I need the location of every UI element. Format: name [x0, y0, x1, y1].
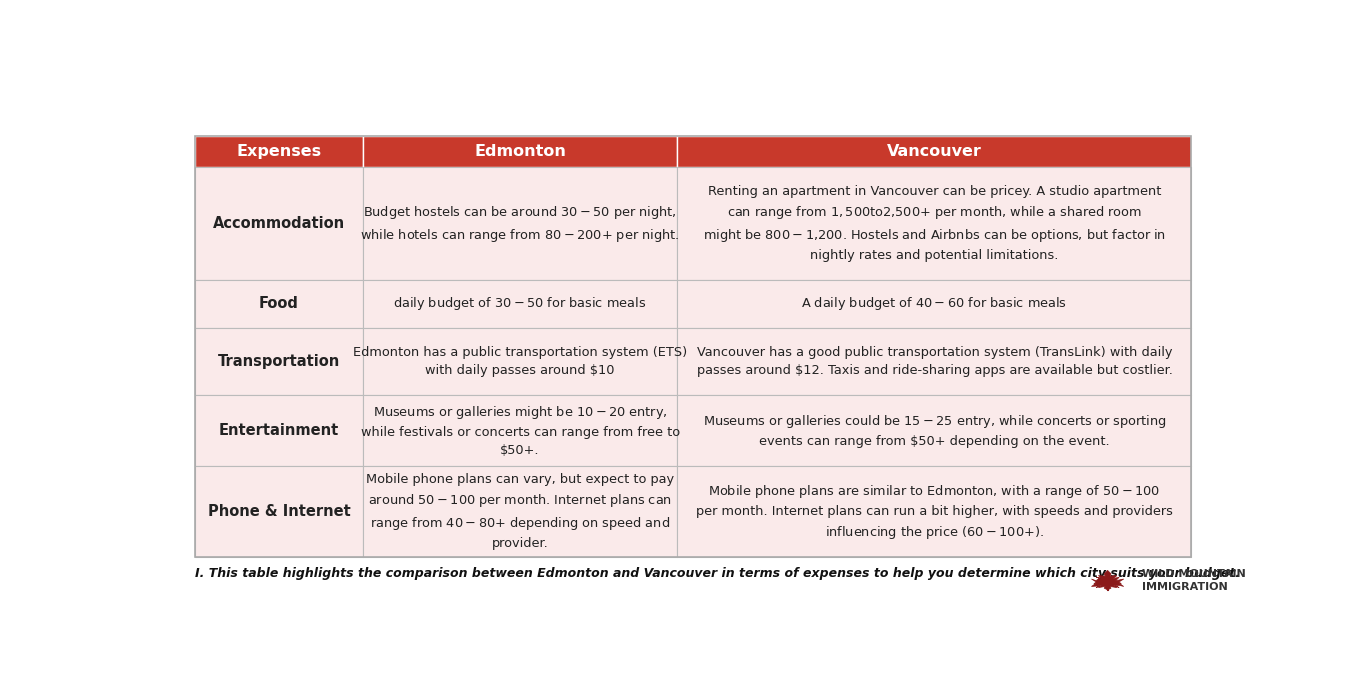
Bar [678, 328, 1192, 395]
Bar [678, 136, 1192, 168]
Bar [195, 466, 363, 558]
Text: Mobile phone plans are similar to Edmonton, with a range of $50-$100
per month. : Mobile phone plans are similar to Edmont… [695, 483, 1173, 541]
Text: A daily budget of $40-$60 for basic meals: A daily budget of $40-$60 for basic meal… [801, 295, 1068, 312]
Bar [678, 280, 1192, 328]
Bar [678, 395, 1192, 466]
Bar [195, 395, 363, 466]
Bar [363, 328, 678, 395]
Text: Museums or galleries could be $15-$25 entry, while concerts or sporting
events c: Museums or galleries could be $15-$25 en… [702, 413, 1166, 448]
Bar [363, 136, 678, 168]
Bar [195, 136, 363, 168]
Bar [195, 168, 363, 280]
Text: Mobile phone plans can vary, but expect to pay
around $50-$100 per month. Intern: Mobile phone plans can vary, but expect … [367, 473, 674, 550]
Text: WILD MOUNTAIN
IMMIGRATION: WILD MOUNTAIN IMMIGRATION [1142, 569, 1246, 592]
Bar [363, 168, 678, 280]
Bar [678, 168, 1192, 280]
Text: Budget hostels can be around $30-$50 per night,
while hotels can range from $80-: Budget hostels can be around $30-$50 per… [360, 203, 679, 244]
Text: Food: Food [258, 296, 299, 312]
Text: Accommodation: Accommodation [212, 216, 345, 231]
Text: Vancouver: Vancouver [888, 144, 982, 159]
Bar [363, 280, 678, 328]
Text: Edmonton: Edmonton [474, 144, 566, 159]
Bar [363, 395, 678, 466]
Polygon shape [1092, 571, 1124, 590]
Text: Renting an apartment in Vancouver can be pricey. A studio apartment
can range fr: Renting an apartment in Vancouver can be… [704, 185, 1166, 262]
Text: Edmonton has a public transportation system (ETS)
with daily passes around $10: Edmonton has a public transportation sys… [353, 346, 687, 377]
Bar [195, 328, 363, 395]
Text: Entertainment: Entertainment [219, 423, 340, 438]
Text: Expenses: Expenses [237, 144, 322, 159]
Bar [363, 466, 678, 558]
Bar [678, 466, 1192, 558]
Text: I. This table highlights the comparison between Edmonton and Vancouver in terms : I. This table highlights the comparison … [195, 566, 1241, 580]
Bar [195, 136, 1192, 558]
Bar [195, 280, 363, 328]
Text: Museums or galleries might be $10-$20 entry,
while festivals or concerts can ran: Museums or galleries might be $10-$20 en… [360, 404, 679, 457]
Text: Vancouver has a good public transportation system (TransLink) with daily
passes : Vancouver has a good public transportati… [697, 346, 1173, 377]
Text: daily budget of $30-$50 for basic meals: daily budget of $30-$50 for basic meals [394, 295, 647, 312]
Text: Phone & Internet: Phone & Internet [207, 504, 350, 519]
Text: Transportation: Transportation [218, 354, 340, 369]
